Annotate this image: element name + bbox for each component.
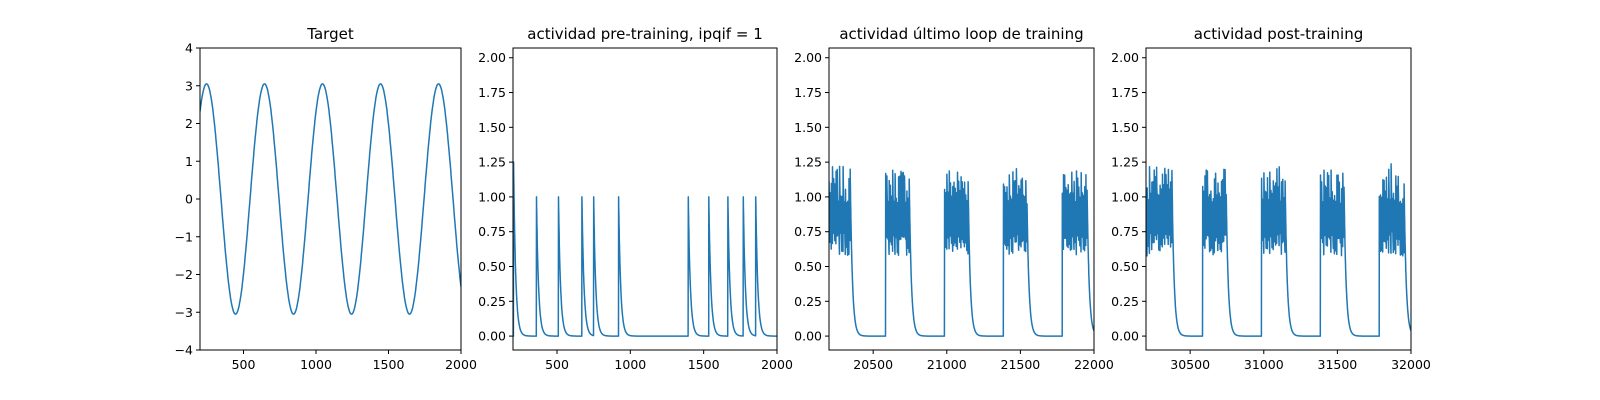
y-tick-label: −2 [175, 267, 193, 282]
chart-title: Target [306, 25, 354, 43]
x-tick-label: 20500 [853, 357, 893, 372]
y-tick-label: 1 [185, 154, 193, 169]
axes-frame [512, 47, 778, 351]
chart-title: actividad último loop de training [839, 25, 1083, 43]
x-tick-label: 2000 [445, 357, 477, 372]
series-line [829, 165, 1094, 337]
x-tick-label: 31000 [1244, 357, 1284, 372]
y-tick-label: 0.50 [1111, 259, 1139, 274]
x-tick-label: 1500 [373, 357, 405, 372]
y-tick-label: 1.25 [1111, 155, 1139, 170]
y-tick-label: 1.00 [1111, 189, 1139, 204]
x-tick-label: 1000 [614, 357, 646, 372]
y-tick-label: 0.75 [478, 224, 506, 239]
y-tick-label: 1.50 [478, 120, 506, 135]
y-tick-label: −3 [175, 305, 193, 320]
x-tick-label: 500 [232, 357, 256, 372]
panel-4: actividad post-training 30500 31000 31500 32… [1111, 25, 1431, 372]
chart-title: actividad pre-training, ipqif = 1 [527, 25, 763, 43]
y-tick-label: 0.75 [1111, 224, 1139, 239]
y-tick-label: 1.75 [1111, 85, 1139, 100]
panel-2: actividad pre-training, ipqif = 1 500 1000… [478, 25, 793, 372]
y-tick-label: 1.75 [794, 85, 822, 100]
axes-frame [1145, 47, 1412, 351]
x-tick-label: 1000 [300, 357, 332, 372]
series-line [1146, 163, 1411, 337]
y-tick-label: 2.00 [1111, 50, 1139, 65]
y-tick-label: 0.50 [478, 259, 506, 274]
y-tick-label: 1.50 [794, 120, 822, 135]
x-tick-label: 21000 [927, 357, 967, 372]
y-tick-label: 0 [185, 192, 193, 207]
x-tick-label: 22000 [1074, 357, 1114, 372]
panel-3: actividad último loop de training 20500 21… [794, 25, 1114, 372]
y-tick-label: 0.50 [794, 259, 822, 274]
x-tick-label: 21500 [1001, 357, 1041, 372]
y-tick-label: 2 [185, 116, 193, 131]
y-tick-label: 2.00 [794, 50, 822, 65]
y-tick-label: −4 [175, 343, 193, 358]
x-tick-label: 31500 [1318, 357, 1358, 372]
chart-title: actividad post-training [1194, 25, 1363, 43]
series-line [513, 161, 777, 337]
x-tick-label: 2000 [761, 357, 793, 372]
y-tick-label: 0.00 [1111, 329, 1139, 344]
y-tick-label: 0.00 [478, 329, 506, 344]
x-tick-label: 500 [545, 357, 569, 372]
y-tick-label: 0.00 [794, 329, 822, 344]
y-tick-label: 0.25 [478, 294, 506, 309]
y-tick-label: 1.50 [1111, 120, 1139, 135]
series-line [200, 83, 461, 315]
y-tick-label: 1.25 [478, 155, 506, 170]
x-tick-label: 1500 [688, 357, 720, 372]
y-tick-label: 1.00 [794, 189, 822, 204]
y-tick-label: 2.00 [478, 50, 506, 65]
y-tick-label: −1 [175, 229, 193, 244]
y-tick-label: 0.25 [794, 294, 822, 309]
y-tick-label: 0.75 [794, 224, 822, 239]
y-tick-label: 1.75 [478, 85, 506, 100]
y-tick-label: 4 [185, 41, 193, 56]
panel-1: Target 500 1000 1500 2000 −4 −3 −2 −1 0 1 2 3 4 [175, 25, 477, 372]
y-tick-label: 0.25 [1111, 294, 1139, 309]
y-tick-label: 1.25 [794, 155, 822, 170]
y-tick-label: 3 [185, 78, 193, 93]
x-tick-label: 32000 [1391, 357, 1431, 372]
axes-frame [828, 47, 1095, 351]
x-tick-label: 30500 [1170, 357, 1210, 372]
y-tick-label: 1.00 [478, 189, 506, 204]
